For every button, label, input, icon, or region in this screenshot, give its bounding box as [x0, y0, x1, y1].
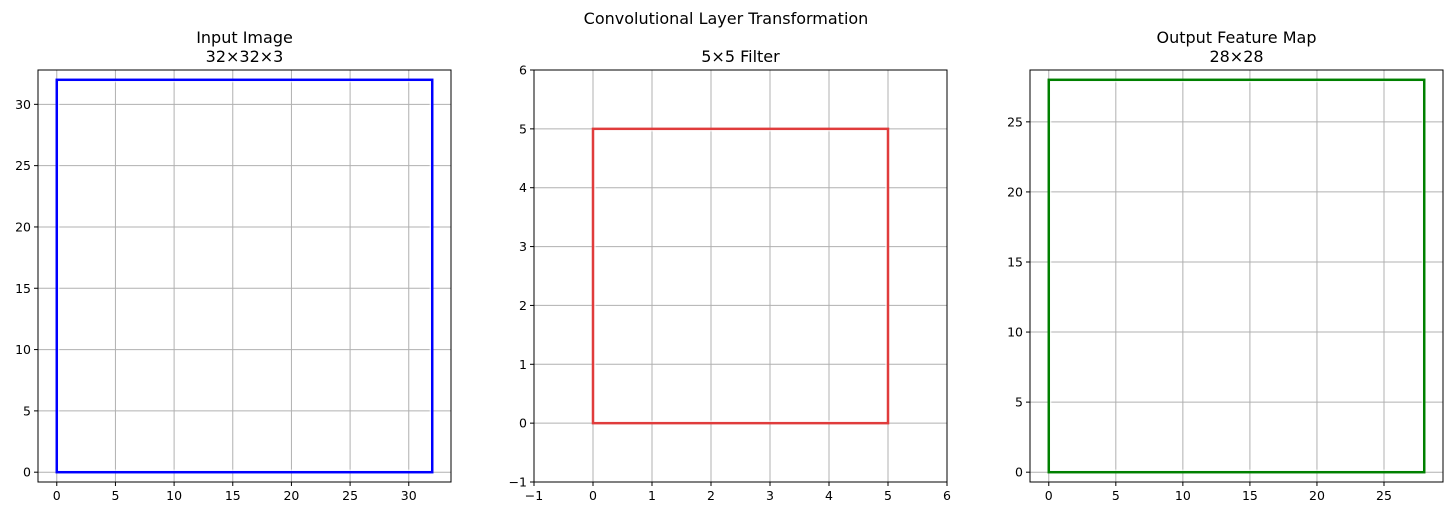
panel-filter: −1 0 1 2 3 4 5 6 −1 0 1 2 3 4 5 6 5×5 Filter — [509, 47, 951, 503]
filter-x-tick-label: 3 — [766, 488, 774, 503]
output-feature-map-x-tick-label: 10 — [1175, 488, 1191, 503]
input-image-x-tick-label: 10 — [166, 488, 182, 503]
input-image-y-tick-label: 10 — [15, 342, 31, 357]
output-feature-map-y-tick-label: 10 — [1007, 325, 1023, 340]
output-feature-map-y-tick-label: 20 — [1007, 184, 1023, 199]
input-image-rect-outline — [55, 78, 434, 474]
filter-axes-frame — [533, 69, 948, 483]
filter-x-tick-label: 2 — [707, 488, 715, 503]
input-image-axes-frame — [37, 69, 452, 483]
output-feature-map-y-tick-label: 5 — [1015, 395, 1023, 410]
filter-y-tick-label: 0 — [519, 416, 527, 431]
filter-x-tick-label: 5 — [884, 488, 892, 503]
filter-x-tick-label: 0 — [589, 488, 597, 503]
filter-x-tick-label: 6 — [943, 488, 951, 503]
output-feature-map-y-tick-label: 0 — [1015, 465, 1023, 480]
output-feature-map-x-tick-label: 0 — [1045, 488, 1053, 503]
output-feature-map-y-tick-label: 15 — [1007, 254, 1023, 269]
output-feature-map-rect-inner — [1050, 81, 1423, 471]
input-image-title-line: 32×32×3 — [206, 47, 284, 66]
output-feature-map-axes-frame — [1029, 69, 1444, 483]
filter-y-tick-label: −1 — [509, 475, 527, 490]
input-image-x-tick-label: 0 — [53, 488, 61, 503]
output-feature-map-x-tick-label: 5 — [1112, 488, 1120, 503]
input-image-y-tick-label: 5 — [23, 403, 31, 418]
input-image-x-tick-label: 20 — [283, 488, 299, 503]
panel-input-image: 0 5 10 15 20 25 30 0 5 10 15 20 25 30 Input Image32×32… — [15, 28, 452, 503]
filter-y-tick-label: 5 — [519, 121, 527, 136]
output-feature-map-x-tick-label: 25 — [1376, 488, 1392, 503]
input-image-y-tick-label: 25 — [15, 158, 31, 173]
output-feature-map-title-line: Output Feature Map — [1157, 28, 1317, 47]
filter-y-tick-label: 1 — [519, 357, 527, 372]
filter-x-tick-label: −1 — [525, 488, 543, 503]
panel-output-feature-map: 0 5 10 15 20 25 0 5 10 15 20 25 Output Feature Map28… — [1007, 28, 1444, 503]
output-feature-map-y-tick-label: 25 — [1007, 114, 1023, 129]
input-image-x-tick-label: 15 — [225, 488, 241, 503]
input-image-y-tick-label: 30 — [15, 97, 31, 112]
filter-title-line: 5×5 Filter — [701, 47, 780, 66]
filter-y-tick-label: 6 — [519, 63, 527, 78]
filter-x-tick-label: 1 — [648, 488, 656, 503]
input-image-title-line: Input Image — [196, 28, 293, 47]
input-image-x-tick-label: 30 — [401, 488, 417, 503]
input-image-rect-inner — [58, 81, 431, 471]
filter-rect-outline — [591, 127, 890, 425]
input-image-y-tick-label: 0 — [23, 465, 31, 480]
filter-x-tick-label: 4 — [825, 488, 833, 503]
output-feature-map-rect-outline — [1047, 78, 1426, 474]
output-feature-map-title-line: 28×28 — [1209, 47, 1263, 66]
figure-suptitle: Convolutional Layer Transformation — [584, 9, 869, 28]
filter-rect-inner — [594, 130, 887, 422]
filter-y-tick-label: 3 — [519, 239, 527, 254]
input-image-x-tick-label: 25 — [342, 488, 358, 503]
output-feature-map-x-tick-label: 20 — [1309, 488, 1325, 503]
input-image-x-tick-label: 5 — [111, 488, 119, 503]
input-image-y-tick-label: 20 — [15, 219, 31, 234]
input-image-y-tick-label: 15 — [15, 281, 31, 296]
filter-y-tick-label: 4 — [519, 180, 527, 195]
output-feature-map-x-tick-label: 15 — [1242, 488, 1258, 503]
filter-y-tick-label: 2 — [519, 298, 527, 313]
